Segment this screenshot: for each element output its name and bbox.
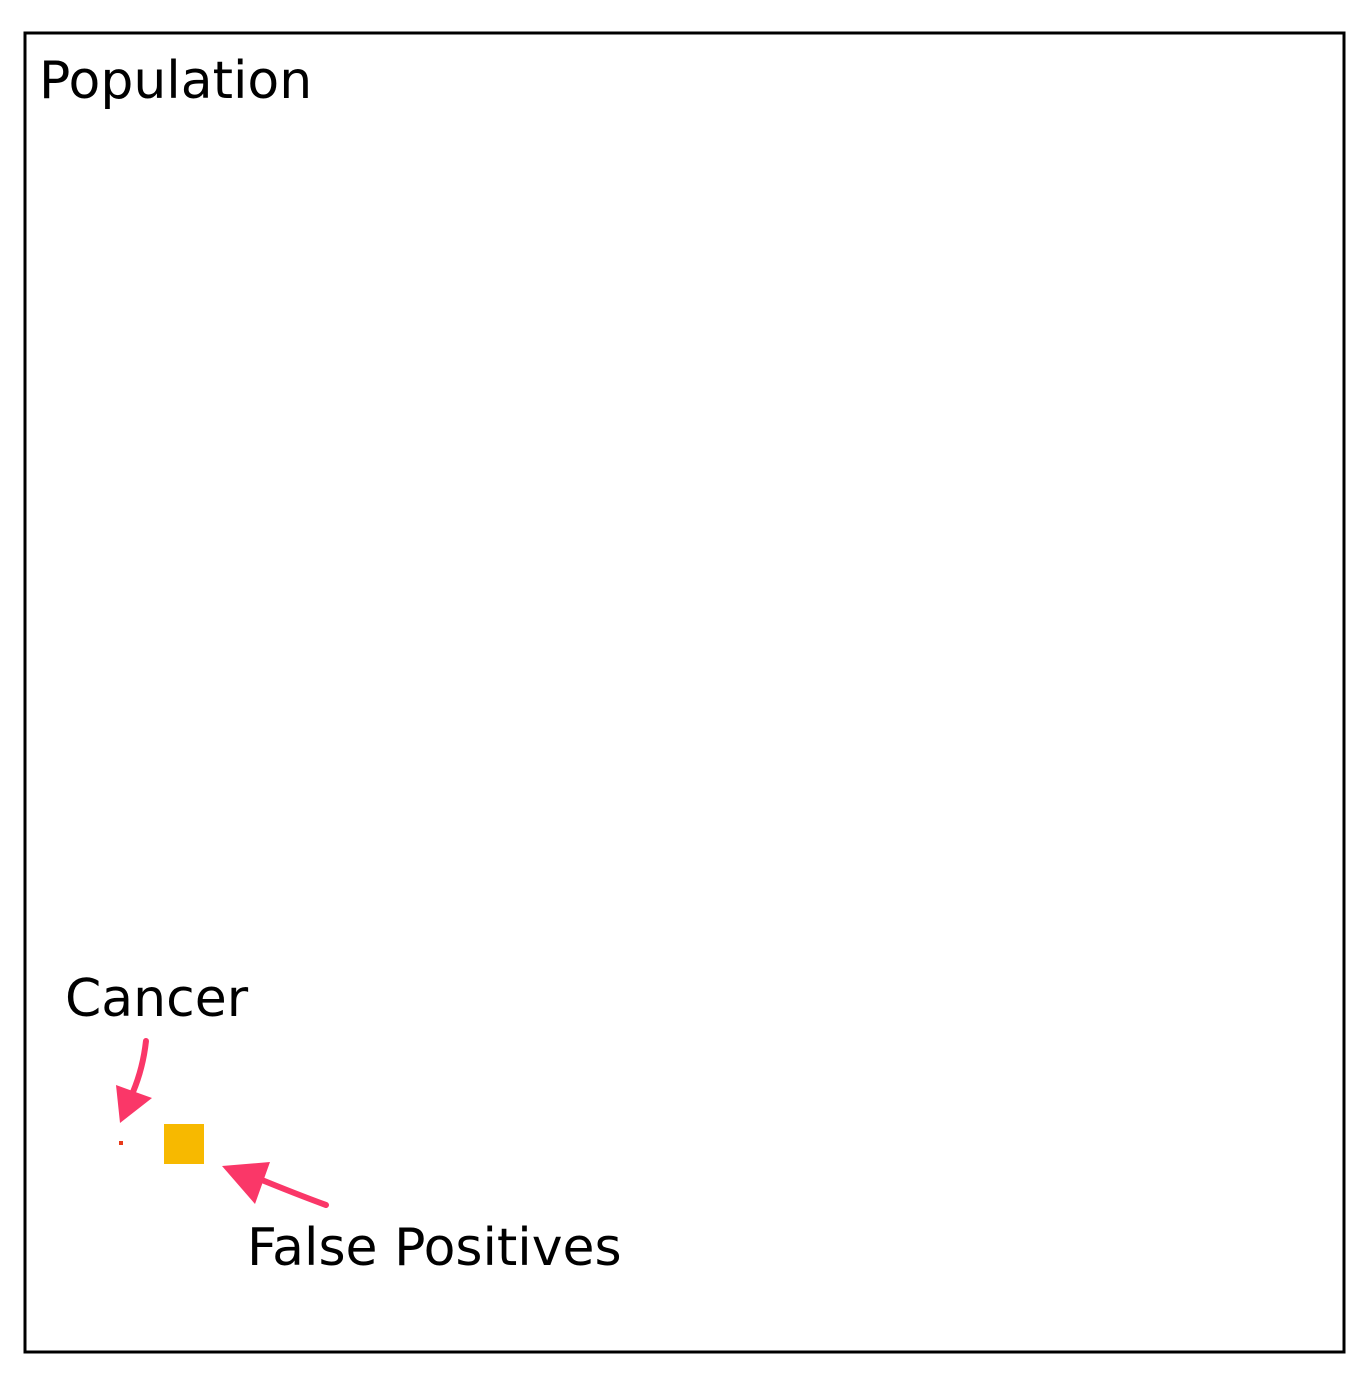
population-label: Population xyxy=(39,51,312,111)
cancer-square xyxy=(119,1141,123,1145)
cancer-label: Cancer xyxy=(65,969,249,1029)
false-positives-arrow xyxy=(222,1162,329,1208)
cancer-arrow xyxy=(116,1038,152,1123)
false-positives-label: False Positives xyxy=(247,1218,622,1278)
false-positives-square xyxy=(164,1124,204,1164)
population-box xyxy=(23,31,1346,1354)
